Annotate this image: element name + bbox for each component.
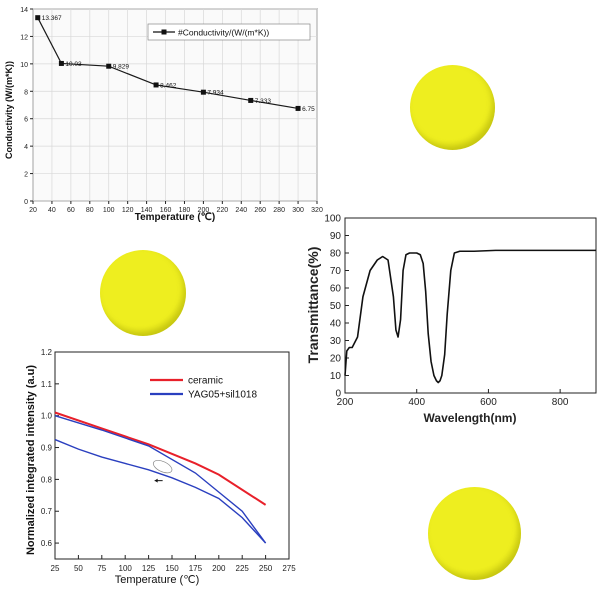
conductivity-y-tick-label: 12 xyxy=(20,34,28,41)
intensity-x-tick-label: 225 xyxy=(236,564,250,573)
conductivity-x-tick-label: 240 xyxy=(235,207,247,214)
intensity-legend-label: YAG05+sil1018 xyxy=(188,390,257,401)
conductivity-y-tick-label: 4 xyxy=(24,144,28,151)
conductivity-x-tick-label: 100 xyxy=(103,207,115,214)
intensity-x-tick-label: 100 xyxy=(119,564,133,573)
intensity-x-tick-label: 125 xyxy=(142,564,156,573)
conductivity-x-axis-label: Temperature (℃) xyxy=(135,212,216,223)
transmittance-x-tick-label: 400 xyxy=(408,397,425,408)
conductivity-y-tick-label: 2 xyxy=(24,172,28,179)
conductivity-x-tick-label: 180 xyxy=(179,207,191,214)
conductivity-legend-label: #Conductivity/(W/(m*K)) xyxy=(178,28,269,38)
conductivity-x-tick-label: 280 xyxy=(273,207,285,214)
conductivity-data-label: 13.367 xyxy=(42,15,62,22)
conductivity-x-tick-label: 140 xyxy=(141,207,153,214)
conductivity-data-point xyxy=(153,82,159,88)
conductivity-legend-marker xyxy=(161,29,167,35)
transmittance-y-tick-label: 0 xyxy=(335,389,341,400)
intensity-x-tick-label: 25 xyxy=(51,564,60,573)
conductivity-y-tick-label: 10 xyxy=(20,62,28,69)
conductivity-x-tick-label: 260 xyxy=(254,207,266,214)
conductivity-plot-area xyxy=(32,8,318,202)
conductivity-x-tick-label: 20 xyxy=(29,207,37,214)
conductivity-data-point xyxy=(200,89,206,95)
transmittance-x-axis-label: Wavelength(nm) xyxy=(424,411,517,425)
intensity-annotation-arrowhead xyxy=(154,478,158,483)
transmittance-y-tick-label: 80 xyxy=(330,249,342,260)
conductivity-x-tick-label: 200 xyxy=(198,207,210,214)
conductivity-data-label: 7.333 xyxy=(255,98,272,105)
transmittance-series-line xyxy=(344,249,596,384)
intensity-y-axis-label: Normalized integrated intensity (a.u) xyxy=(25,365,37,555)
transmittance-y-axis-label: Transmittance(%) xyxy=(305,247,321,364)
conductivity-data-label: 9.829 xyxy=(113,64,130,71)
conductivity-x-tick-label: 120 xyxy=(122,207,134,214)
conductivity-legend-box xyxy=(147,23,311,41)
transmittance-y-tick-label: 20 xyxy=(330,354,342,365)
transmittance-x-tick-label: 600 xyxy=(480,397,497,408)
conductivity-x-tick-label: 220 xyxy=(216,207,228,214)
intensity-x-tick-label: 200 xyxy=(212,564,226,573)
intensity-x-tick-label: 175 xyxy=(189,564,203,573)
intensity-legend-label: ceramic xyxy=(188,376,223,387)
intensity-x-tick-label: 75 xyxy=(97,564,106,573)
conductivity-x-tick-label: 40 xyxy=(48,207,56,214)
ceramic-disc-sample-2 xyxy=(100,250,186,336)
conductivity-x-tick-label: 320 xyxy=(311,207,323,214)
intensity-x-tick-label: 150 xyxy=(165,564,179,573)
conductivity-data-label: 7.934 xyxy=(207,90,224,97)
ceramic-disc-sample-1 xyxy=(410,65,495,150)
conductivity-x-tick-label: 300 xyxy=(292,207,304,214)
intensity-annotation-ellipse xyxy=(152,460,173,474)
conductivity-x-tick-label: 60 xyxy=(67,207,75,214)
conductivity-data-label: 10.03 xyxy=(65,61,82,68)
conductivity-data-point xyxy=(106,63,112,69)
transmittance-y-tick-label: 70 xyxy=(330,266,342,277)
transmittance-x-tick-label: 200 xyxy=(337,397,354,408)
conductivity-data-label: 6.75 xyxy=(302,106,315,113)
conductivity-y-tick-label: 8 xyxy=(24,89,28,96)
intensity-y-tick-label: 1.2 xyxy=(41,348,53,357)
intensity-y-tick-label: 0.6 xyxy=(41,539,53,548)
intensity-y-tick-label: 1.1 xyxy=(41,380,53,389)
intensity-series-line xyxy=(54,411,267,506)
intensity-x-tick-label: 50 xyxy=(74,564,83,573)
transmittance-x-tick-label: 800 xyxy=(552,397,569,408)
transmittance-y-tick-label: 100 xyxy=(324,214,341,225)
conductivity-y-tick-label: 14 xyxy=(20,7,28,14)
intensity-y-tick-label: 0.8 xyxy=(41,475,53,484)
conductivity-y-axis-label: Conductivity (W/(m*K)) xyxy=(4,61,14,159)
intensity-series-line xyxy=(54,438,267,544)
intensity-x-tick-label: 250 xyxy=(259,564,273,573)
conductivity-data-point xyxy=(35,15,41,21)
conductivity-data-point xyxy=(295,105,301,111)
transmittance-y-tick-label: 90 xyxy=(330,231,342,242)
conductivity-data-label: 8.462 xyxy=(160,82,177,89)
conductivity-x-tick-label: 80 xyxy=(86,207,94,214)
transmittance-y-tick-label: 50 xyxy=(330,301,342,312)
conductivity-data-point xyxy=(58,60,64,66)
conductivity-x-tick-label: 160 xyxy=(160,207,172,214)
conductivity-y-tick-label: 0 xyxy=(24,199,28,206)
intensity-x-tick-label: 275 xyxy=(282,564,296,573)
transmittance-y-tick-label: 60 xyxy=(330,284,342,295)
intensity-y-tick-label: 0.9 xyxy=(41,444,53,453)
conductivity-data-point xyxy=(248,97,254,103)
transmittance-y-tick-label: 30 xyxy=(330,336,342,347)
intensity-series-line xyxy=(54,415,267,544)
intensity-x-axis-label: Temperature (℃) xyxy=(115,574,200,586)
transmittance-y-tick-label: 10 xyxy=(330,371,342,382)
conductivity-y-tick-label: 6 xyxy=(24,117,28,124)
transmittance-y-tick-label: 40 xyxy=(330,319,342,330)
intensity-y-tick-label: 1.0 xyxy=(41,412,53,421)
intensity-y-tick-label: 0.7 xyxy=(41,507,53,516)
ceramic-disc-sample-3 xyxy=(428,487,521,580)
